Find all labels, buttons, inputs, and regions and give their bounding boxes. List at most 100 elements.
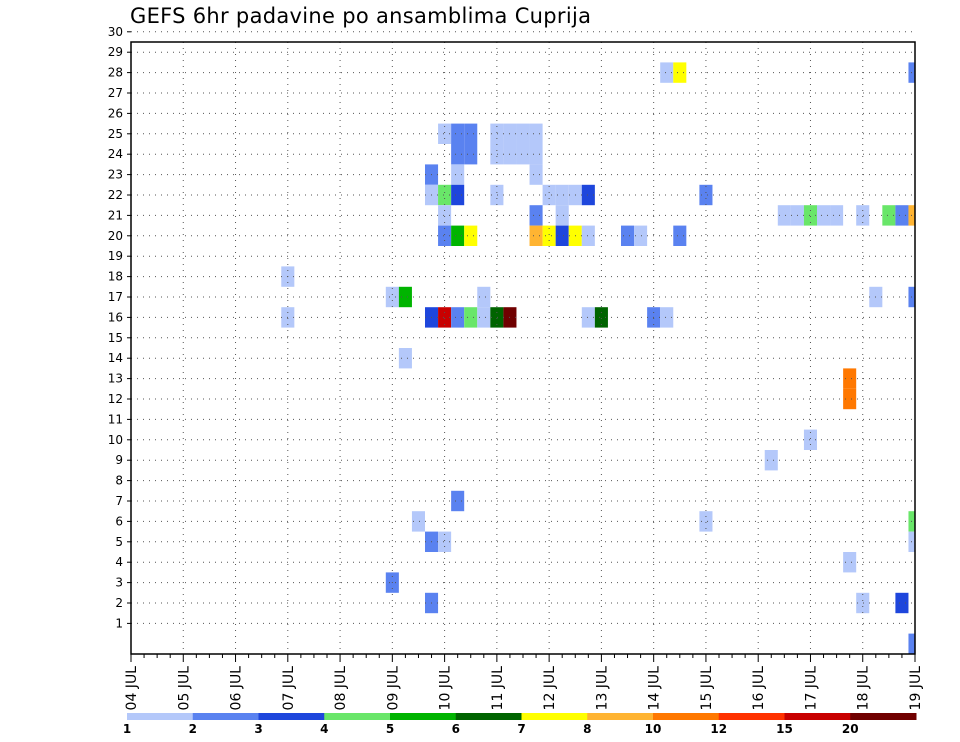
heatmap-cell <box>594 307 608 328</box>
heatmap-cell <box>529 225 543 246</box>
legend-label: 20 <box>842 722 859 736</box>
heatmap-cell <box>451 184 465 206</box>
y-tick-label: 21 <box>108 208 123 222</box>
heatmap-cell <box>438 205 452 226</box>
heatmap-cell <box>464 144 478 165</box>
y-tick-label: 10 <box>108 433 123 447</box>
x-tick-label: 09 JUL <box>385 666 401 711</box>
x-tick-label: 08 JUL <box>333 666 349 711</box>
heatmap-cell <box>451 164 465 185</box>
heatmap-cell <box>477 307 491 328</box>
y-tick-label: 24 <box>108 147 123 161</box>
y-tick-label: 6 <box>115 514 123 528</box>
heatmap-cell <box>895 592 909 614</box>
x-tick-label: 13 JUL <box>594 666 610 711</box>
heatmap-cell <box>490 184 504 206</box>
heatmap-cell <box>803 205 817 226</box>
heatmap-cell <box>908 633 915 654</box>
heatmap-cell <box>451 123 465 144</box>
x-tick-label: 16 JUL <box>751 666 767 711</box>
x-tick-label: 19 JUL <box>908 666 924 711</box>
y-tick-label: 5 <box>115 535 123 549</box>
heatmap-cell <box>438 184 452 206</box>
y-tick-label: 23 <box>108 168 123 182</box>
legend-label: 3 <box>254 722 262 736</box>
heatmap-cell <box>621 225 635 246</box>
heatmap-cell <box>490 144 504 165</box>
legend-label: 2 <box>189 722 197 736</box>
heatmap-cell <box>516 144 530 165</box>
heatmap-cell <box>542 184 556 206</box>
y-tick-label: 9 <box>115 453 123 467</box>
heatmap-cell <box>843 368 857 389</box>
y-tick-label: 2 <box>115 596 123 610</box>
heatmap-cell <box>438 531 452 552</box>
heatmap-cell <box>843 388 857 410</box>
heatmap-cell <box>451 144 465 165</box>
legend-swatch <box>850 713 917 720</box>
legend-label: 5 <box>386 722 394 736</box>
y-tick-label: 12 <box>108 392 123 406</box>
y-tick-label: 20 <box>108 229 123 243</box>
legend-swatch <box>784 713 851 720</box>
heatmap-cell <box>490 123 504 144</box>
heatmap-cell <box>699 184 713 206</box>
y-tick-label: 14 <box>108 351 123 365</box>
legend-swatch <box>455 713 522 720</box>
y-tick-label: 4 <box>115 555 123 569</box>
legend-label: 4 <box>320 722 328 736</box>
heatmap-cell <box>803 429 817 450</box>
y-tick-label: 18 <box>108 270 123 284</box>
legend-swatch <box>521 713 588 720</box>
heatmap-cell <box>882 205 896 226</box>
x-tick-label: 11 JUL <box>490 666 506 711</box>
y-tick-label: 11 <box>108 412 123 426</box>
heatmap-cell <box>660 62 674 83</box>
y-tick-label: 3 <box>115 576 123 590</box>
legend-swatch <box>653 713 720 720</box>
heatmap-cell <box>490 307 504 328</box>
heatmap-cell <box>464 225 478 246</box>
legend-swatch <box>127 713 194 720</box>
legend-swatch <box>390 713 457 720</box>
heatmap-cell <box>451 225 465 246</box>
heatmap-cell <box>777 205 791 226</box>
y-tick-label: 30 <box>108 25 123 39</box>
heatmap-cell <box>398 348 412 369</box>
heatmap-cell <box>529 164 543 185</box>
heatmap-cell <box>438 123 452 144</box>
legend-swatch <box>587 713 654 720</box>
legend-swatch <box>718 713 785 720</box>
heatmap-cell <box>634 225 648 246</box>
x-tick-label: 10 JUL <box>438 666 454 711</box>
y-tick-label: 7 <box>115 494 123 508</box>
heatmap-cell <box>673 225 687 246</box>
heatmap-cell <box>451 307 465 328</box>
legend-label: 8 <box>583 722 591 736</box>
y-tick-label: 8 <box>115 474 123 488</box>
heatmap-cell <box>830 205 844 226</box>
y-tick-label: 27 <box>108 86 123 100</box>
x-tick-label: 06 JUL <box>229 666 245 711</box>
y-tick-label: 1 <box>115 616 123 630</box>
heatmap-cell <box>555 184 569 206</box>
heatmap-cell <box>856 592 870 614</box>
heatmap-cell <box>477 286 491 308</box>
heatmap-cell <box>843 552 857 573</box>
chart-title: GEFS 6hr padavine po ansamblima Cuprija <box>130 4 592 28</box>
heatmap-cell <box>581 225 595 246</box>
heatmap-cell <box>660 307 674 328</box>
y-tick-label: 15 <box>108 331 123 345</box>
legend-label: 15 <box>776 722 793 736</box>
heatmap-cell <box>385 286 399 308</box>
y-tick-label: 22 <box>108 188 123 202</box>
heatmap-cell <box>895 205 909 226</box>
x-tick-label: 07 JUL <box>281 666 297 711</box>
x-tick-label: 04 JUL <box>124 666 140 711</box>
heatmap-cell <box>673 62 687 83</box>
legend-swatch <box>324 713 391 720</box>
heatmap-cell <box>764 450 778 471</box>
heatmap-cell <box>411 511 425 532</box>
legend-swatch <box>258 713 325 720</box>
